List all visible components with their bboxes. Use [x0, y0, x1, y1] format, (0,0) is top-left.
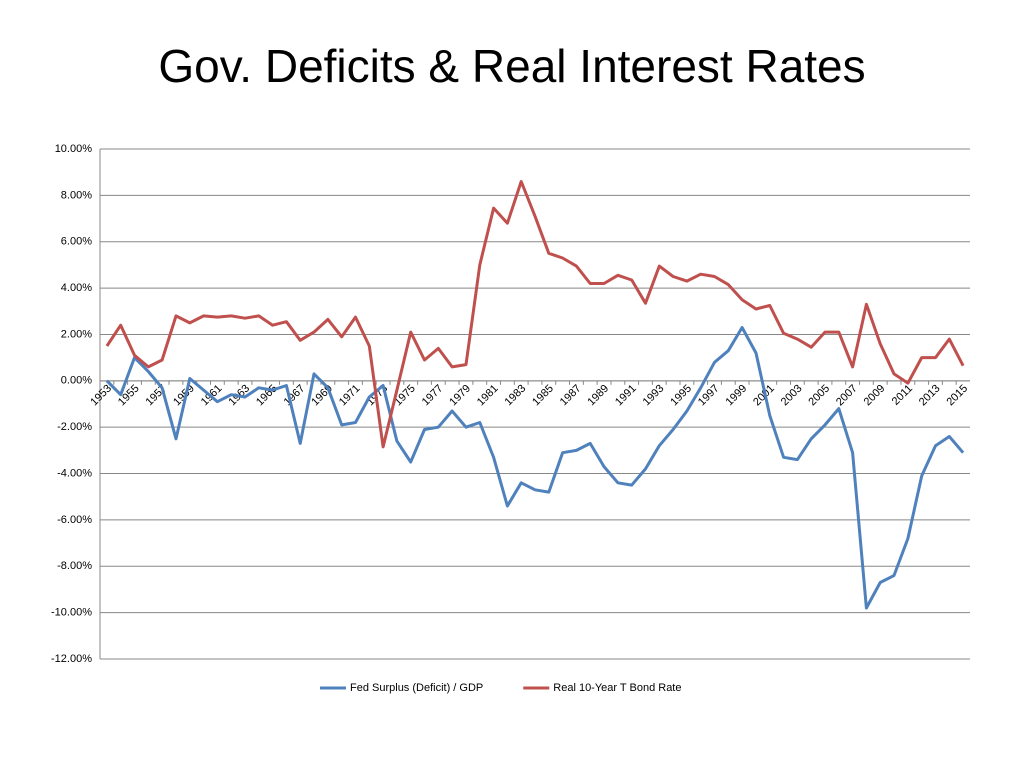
chart-title: Gov. Deficits & Real Interest Rates	[158, 40, 865, 92]
series-line	[105, 180, 965, 449]
y-tick-label: 4.00%	[61, 282, 92, 294]
y-tick-label: 0.00%	[61, 375, 92, 387]
y-tick-label: 2.00%	[61, 328, 92, 340]
y-tick-label: 6.00%	[61, 236, 92, 248]
y-tick-label: -10.00%	[51, 607, 92, 619]
legend-label: Fed Surplus (Deficit) / GDP	[350, 682, 483, 694]
y-tick-label: 8.00%	[61, 189, 92, 201]
y-tick-label: -8.00%	[57, 560, 92, 572]
y-tick-label: -2.00%	[57, 421, 92, 433]
y-tick-label: -6.00%	[57, 514, 92, 526]
y-tick-label: -12.00%	[51, 653, 92, 665]
y-tick-label: -4.00%	[57, 467, 92, 479]
legend-label: Real 10-Year T Bond Rate	[553, 682, 681, 694]
series-line	[105, 326, 965, 610]
y-tick-label: 10.00%	[55, 143, 93, 155]
